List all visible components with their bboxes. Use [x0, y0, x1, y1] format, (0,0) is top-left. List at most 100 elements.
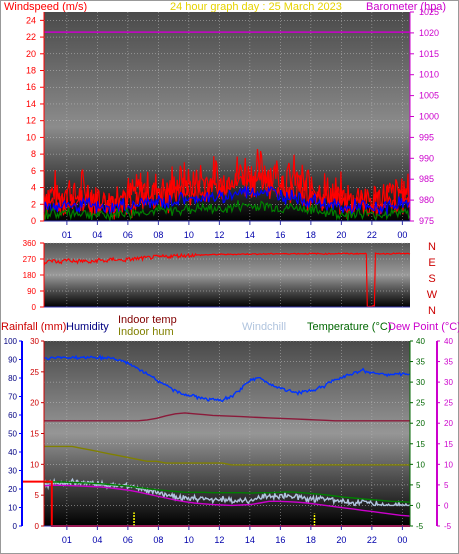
temp-time-tick-label: 10	[184, 535, 194, 545]
dewpoint-tick-label: -5	[444, 522, 452, 531]
temp-time-tick-label: 14	[245, 535, 255, 545]
windspeed-axis-title: Windspeed (m/s)	[4, 1, 87, 13]
direction-tick-label: 0	[32, 303, 37, 312]
temp-time-tick-label: 00	[397, 535, 407, 545]
dewpoint-tick-label: 40	[444, 337, 453, 346]
indoor-hum-line	[44, 445, 410, 466]
temperature-tick-label: 35	[416, 358, 425, 367]
temp-time-tick-label: 01	[62, 535, 72, 545]
humidity-tick-label: 10	[8, 504, 17, 513]
indoor-temp-label: Indoor temp	[118, 314, 177, 326]
dewpoint-tick-label: 5	[444, 481, 449, 490]
wind-time-tick-label: 22	[367, 230, 377, 240]
barometer-tick-label: 995	[419, 132, 434, 142]
compass-label: S	[428, 273, 435, 285]
dewpoint-tick-label: 35	[444, 358, 453, 367]
barometer-tick-label: 1015	[419, 49, 439, 59]
temperature-tick-label: 30	[416, 378, 425, 387]
dewpoint-tick-label: 20	[444, 419, 453, 428]
compass-label: E	[428, 257, 435, 269]
temperature-tick-label: 25	[416, 399, 425, 408]
dewpoint-tick-label: 25	[444, 399, 453, 408]
temp-axes: 0102030405060708090100051015202530-50510…	[4, 337, 454, 531]
humidity-tick-label: 100	[4, 337, 18, 346]
rainfall-tick-label: 20	[30, 399, 39, 408]
wind-time-tick-label: 04	[92, 230, 102, 240]
dewpoint-tick-label: 30	[444, 378, 453, 387]
windspeed-tick-label: 0	[31, 216, 36, 226]
humidity-tick-label: 30	[8, 467, 17, 476]
average-wind-line	[43, 200, 411, 221]
barometer-tick-label: 1020	[419, 28, 439, 38]
humidity-tick-label: 90	[8, 356, 17, 365]
temperature-tick-label: 20	[416, 419, 425, 428]
temperature-tick-label: -5	[416, 522, 424, 531]
gust-line	[43, 185, 411, 217]
humidity-line	[44, 354, 411, 403]
temperature-tick-label: 40	[416, 337, 425, 346]
dewpoint-tick-label: 15	[444, 440, 453, 449]
wind-time-tick-label: 10	[184, 230, 194, 240]
wind-time-tick-label: 14	[245, 230, 255, 240]
dewpoint-tick-label: 10	[444, 460, 453, 469]
direction-tick-label: 270	[23, 255, 37, 264]
windspeed-tick-label: 4	[31, 183, 36, 193]
windspeed-tick-label: 10	[26, 132, 36, 142]
direction-line	[43, 252, 411, 308]
wind-time-tick-label: 20	[336, 230, 346, 240]
windspeed-tick-label: 2	[31, 199, 36, 209]
windspeed-tick-label: 16	[26, 82, 36, 92]
indoor-temp-line	[44, 412, 410, 422]
barometer-tick-label: 1010	[419, 70, 439, 80]
graph-title: 24 hour graph day : 25 March 2023	[170, 1, 342, 13]
humidity-axis-title: Humidity	[66, 321, 109, 333]
temp-plot-area	[44, 341, 410, 526]
temp-time-tick-label: 12	[214, 535, 224, 545]
windspeed-tick-label: 24	[26, 15, 36, 25]
windchill-label: Windchill	[242, 321, 286, 333]
humidity-tick-label: 80	[8, 374, 17, 383]
dewpoint-tick-label: 0	[444, 501, 449, 510]
compass-label: N	[428, 241, 436, 253]
dewpoint-axis-title: Dew Point (°C)	[388, 321, 459, 333]
rainfall-axis-title: Rainfall (mm)	[1, 321, 66, 333]
barometer-tick-label: 975	[419, 216, 434, 226]
wind-time-tick-label: 01	[62, 230, 72, 240]
wind-time-tick-label: 06	[123, 230, 133, 240]
temperature-tick-label: 0	[416, 501, 421, 510]
windspeed-tick-label: 6	[31, 166, 36, 176]
wind-time-tick-label: 00	[397, 230, 407, 240]
barometer-tick-label: 985	[419, 174, 434, 184]
rainfall-tick-label: 30	[30, 337, 39, 346]
humidity-tick-label: 70	[8, 393, 17, 402]
rainfall-tick-label: 5	[35, 491, 40, 500]
barometer-axis: 975 980 985 990 995 1000 1005 1010 1015 1020 1025	[409, 7, 439, 226]
compass-label: W	[427, 289, 438, 301]
compass-label: N	[428, 305, 436, 317]
barometer-axis-title: Barometer (hpa)	[366, 1, 446, 13]
windspeed-tick-label: 8	[31, 149, 36, 159]
temperature-tick-label: 10	[416, 460, 425, 469]
direction-tick-label: 180	[23, 271, 37, 280]
wind-time-axis: 01 04 06 08 10 12 14 16 18 20 22 00	[44, 220, 410, 240]
barometer-tick-label: 1025	[419, 7, 439, 17]
temperature-axis-title: Temperature (°C)	[307, 321, 391, 333]
windspeed-tick-label: 14	[26, 99, 36, 109]
direction-series	[43, 252, 411, 308]
barometer-tick-label: 1005	[419, 91, 439, 101]
direction-tick-label: 90	[27, 287, 36, 296]
dewpoint-line	[43, 484, 411, 517]
windspeed-tick-label: 20	[26, 49, 36, 59]
wind-time-tick-label: 16	[275, 230, 285, 240]
temp-time-tick-label: 16	[275, 535, 285, 545]
wind-time-tick-label: 12	[214, 230, 224, 240]
temperature-tick-label: 15	[416, 440, 425, 449]
temp-time-tick-label: 18	[306, 535, 316, 545]
windchill-line	[43, 477, 411, 507]
temp-time-axis: 01 04 06 08 10 12 14 16 18 20 22 00	[44, 525, 410, 545]
rainfall-tick-label: 0	[35, 522, 40, 531]
humidity-tick-label: 0	[13, 522, 18, 531]
wind-time-tick-label: 18	[306, 230, 316, 240]
